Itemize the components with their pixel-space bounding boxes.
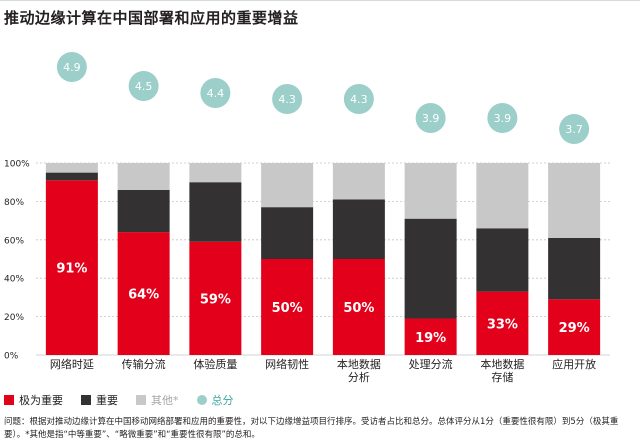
total-score-bubble: [200, 78, 231, 108]
y-tick-label: 80%: [4, 198, 24, 208]
bar-very-important: [261, 259, 314, 355]
data-label: 50%: [272, 301, 303, 316]
bar-very-important: [332, 259, 385, 355]
x-axis-label: 网络时延: [50, 357, 94, 371]
total-score-bubble: [272, 84, 303, 114]
legend-label-total: 总分: [211, 394, 234, 407]
bar-very-important: [189, 241, 242, 355]
total-score-label: 4.3: [278, 93, 296, 106]
y-tick-label: 100%: [4, 160, 30, 170]
data-label: 59%: [200, 292, 231, 307]
total-score-bubble: [415, 103, 446, 133]
bar-other: [261, 163, 314, 208]
legend-swatch-other: [136, 395, 146, 405]
x-axis-label: 应用开放: [552, 357, 596, 371]
bar-very-important: [117, 232, 170, 355]
bar-other: [476, 163, 529, 229]
legend-item-total: 总分: [196, 392, 234, 408]
x-axis-label: 本地数据: [337, 357, 381, 371]
legend-label-other: 其他*: [151, 394, 179, 407]
bar-important: [189, 182, 242, 242]
top-rule: [0, 0, 640, 1]
bar-very-important: [548, 299, 601, 355]
legend-swatch-very-important: [4, 395, 14, 405]
total-score-bubble: [487, 103, 518, 133]
bar-important: [548, 237, 601, 300]
bar-other: [45, 163, 98, 173]
total-score-label: 3.7: [565, 123, 583, 136]
bar-other: [189, 163, 242, 183]
data-label: 19%: [415, 331, 446, 346]
data-label: 64%: [128, 288, 159, 303]
bar-other: [117, 163, 170, 190]
bar-important: [45, 172, 98, 181]
x-axis-label: 本地数据: [480, 357, 524, 371]
y-tick-label: 60%: [4, 236, 24, 246]
bar-important: [332, 199, 385, 259]
total-score-bubble: [128, 71, 159, 101]
legend-label-important: 重要: [96, 394, 118, 407]
legend-swatch-total: [196, 395, 207, 405]
x-axis-label: 处理分流: [409, 357, 453, 371]
bar-very-important: [476, 291, 529, 355]
legend-label-very-important: 极为重要: [19, 394, 63, 407]
bar-other: [332, 163, 385, 200]
stacked-bar-chart: 0% 20% 40% 60% 80% 100% 4.9 4.5 4.4 4.3 4.3 3.9 3.9…: [4, 52, 610, 384]
legend: 极为重要 重要 其他* 总分: [4, 392, 252, 408]
bar-important: [261, 207, 314, 259]
footnote: 问题：根据对推动边缘计算在中国移动网络部署和应用的重要性，对以下边缘增益项目行排…: [4, 417, 619, 440]
legend-item-important: 重要: [81, 392, 118, 408]
data-label: 50%: [343, 301, 374, 316]
bar-very-important: [45, 180, 98, 355]
x-axis-label: 体验质量: [193, 357, 237, 371]
total-score-bubble: [559, 114, 590, 144]
total-score-label: 4.9: [63, 61, 81, 74]
total-score-label: 4.4: [207, 87, 225, 100]
x-axis-label: 分析: [348, 370, 370, 384]
total-score-label: 4.3: [350, 93, 368, 106]
y-tick-label: 0%: [4, 352, 19, 362]
data-label: 33%: [487, 317, 518, 332]
bar-other: [548, 163, 601, 238]
data-label: 29%: [559, 321, 590, 336]
bar-very-important: [404, 318, 457, 355]
total-score-label: 3.9: [494, 112, 512, 125]
bar-other: [404, 163, 457, 219]
legend-item-other: 其他*: [136, 392, 179, 408]
total-score-label: 3.9: [422, 112, 440, 125]
total-score-label: 4.5: [135, 80, 153, 93]
chart-title: 推动边缘计算在中国部署和应用的重要增益: [4, 9, 299, 27]
bar-important: [117, 189, 170, 233]
x-axis-label: 网络韧性: [265, 357, 309, 371]
total-score-bubble: [56, 52, 87, 82]
y-tick-label: 40%: [4, 275, 24, 285]
y-tick-label: 20%: [4, 313, 24, 323]
data-label: 91%: [56, 262, 87, 277]
x-axis-label: 传输分流: [122, 357, 166, 371]
total-score-bubble: [343, 84, 374, 114]
bar-important: [476, 228, 529, 292]
legend-swatch-important: [81, 395, 91, 405]
x-axis-label: 存储: [491, 370, 513, 384]
legend-item-very-important: 极为重要: [4, 392, 63, 408]
bar-important: [404, 218, 457, 319]
